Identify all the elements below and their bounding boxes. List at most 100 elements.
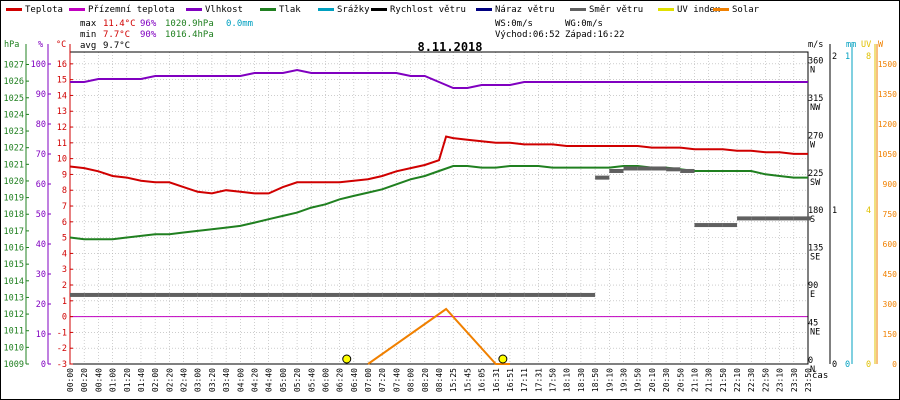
x-tick-label: 05:00 [279, 368, 288, 392]
wind-dir-point [439, 292, 454, 297]
mm-axis-label: mm [846, 40, 856, 50]
x-tick-label: 18:50 [591, 368, 600, 392]
series-layer [69, 68, 811, 365]
stat-max-press: 1020.9hPa [165, 19, 214, 29]
pct-tick-label: 20 [36, 300, 46, 310]
temp-tick-label: 8 [62, 186, 67, 196]
x-tick-label: 01:40 [137, 368, 146, 392]
stat-avg-temp: 9.7°C [103, 41, 130, 51]
temp-tick-label: 16 [57, 60, 67, 70]
ms-tick-label: 2 [832, 52, 837, 62]
x-tick-label: 19:30 [620, 368, 629, 392]
wind-dir-point [339, 292, 354, 297]
wind-dir-point [353, 292, 369, 297]
x-unit-label: čas [812, 370, 828, 381]
x-tick-label: 05:20 [293, 368, 302, 392]
pct-axis-label: % [38, 40, 43, 50]
pct-tick-label: 10 [36, 330, 46, 340]
x-tick-label: 03:00 [194, 368, 203, 392]
wind-dir-point [566, 292, 581, 297]
temp-tick-label: 7 [62, 202, 67, 212]
wind-gust-text: WG:0m/s [565, 19, 603, 29]
dir-tick-label: 90 [808, 281, 818, 291]
wind-dir-point [282, 292, 298, 297]
hpa-tick-label: 1009 [4, 360, 24, 370]
temp-tick-label: 3 [62, 265, 67, 275]
w-tick-label: 1350 [878, 90, 897, 99]
x-tick-label: 03:20 [208, 368, 217, 392]
legend-label: Srážky [337, 5, 370, 15]
x-tick-label: 01:20 [123, 368, 132, 392]
pct-tick-label: 90 [36, 90, 46, 100]
x-tick-label: 19:50 [634, 368, 643, 392]
wind-dir-point [112, 292, 127, 297]
wind-dir-point [84, 292, 99, 297]
hpa-tick-label: 1021 [4, 160, 24, 170]
x-tick-label: 18:30 [577, 368, 586, 392]
wind-dir-point [765, 216, 780, 221]
pct-tick-label: 70 [36, 150, 46, 160]
legend-label: UV index [677, 5, 721, 15]
x-tick-label: 21:10 [690, 368, 699, 392]
stat-min-hum: 90% [140, 30, 157, 40]
w-tick-label: 300 [883, 300, 898, 309]
dir-tick-label: 0 [808, 356, 813, 366]
x-tick-label: 03:40 [222, 368, 231, 392]
wind-dir-point [197, 292, 212, 297]
sunset-text: Západ:16:22 [565, 30, 625, 40]
mm-tick-label: 1 [845, 52, 850, 62]
stat-min-temp: 7.7°C [103, 30, 130, 40]
wind-dir-point [240, 292, 255, 297]
x-tick-label: 06:40 [350, 368, 359, 392]
series-teplota [69, 135, 808, 195]
x-tick-label: 16:31 [492, 368, 501, 392]
wind-dir-point [680, 168, 695, 173]
x-tick-label: 19:10 [605, 368, 614, 392]
hpa-tick-label: 1017 [4, 227, 24, 237]
w-tick-label: 1500 [878, 60, 897, 69]
wind-dir-point [410, 292, 425, 297]
wind-dir-point [737, 216, 752, 221]
legend: Teplota Přízemní teplota Vlhkost Tlak Srážky… [6, 5, 760, 15]
w-tick-label: 150 [883, 330, 898, 339]
uv-marker [342, 354, 352, 364]
hpa-tick-label: 1018 [4, 210, 24, 220]
x-tick-label: 23:50 [804, 368, 813, 392]
wind-dir-point [70, 292, 85, 297]
wind-dir-point [609, 168, 624, 173]
x-tick-label: 07:20 [378, 368, 387, 392]
x-tick-label: 18:10 [563, 368, 572, 392]
dir-name-label: E [810, 290, 815, 300]
wind-dir-point [169, 292, 184, 297]
temp-tick-label: 2 [62, 281, 67, 291]
temp-tick-label: -1 [57, 328, 67, 338]
x-tick-label: 08:00 [407, 368, 416, 392]
wind-dir-point [595, 175, 610, 180]
uv-tick-label: 4 [866, 206, 871, 216]
w-tick-label: 0 [892, 360, 897, 369]
x-tick-label: 20:50 [676, 368, 685, 392]
dir-tick-label: 135 [808, 244, 823, 254]
wind-dir-point [808, 216, 811, 221]
w-tick-label: 900 [883, 180, 898, 189]
wind-dir-point [779, 216, 794, 221]
wind-dir-point [495, 292, 510, 297]
wind-dir-point [126, 292, 141, 297]
hpa-tick-label: 1019 [4, 194, 24, 204]
temp-tick-label: 9 [62, 170, 67, 180]
uv-tick-label: 8 [866, 52, 871, 62]
dir-name-label: W [810, 140, 816, 150]
legend-label: Náraz větru [495, 5, 555, 15]
series-solar [367, 307, 510, 365]
wind-dir-point [637, 166, 652, 171]
wind-dir-point [623, 166, 638, 171]
temp-tick-label: 1 [62, 297, 67, 307]
stat-max-label: max [80, 19, 97, 29]
dir-tick-label: 225 [808, 169, 823, 179]
x-tick-label: 02:40 [180, 368, 189, 392]
uv-tick-label: 0 [866, 360, 871, 370]
stats-block: max 11.4°C 96% 1020.9hPa 0.0mm min 7.7°C… [80, 19, 253, 51]
dir-name-label: S [810, 215, 815, 225]
